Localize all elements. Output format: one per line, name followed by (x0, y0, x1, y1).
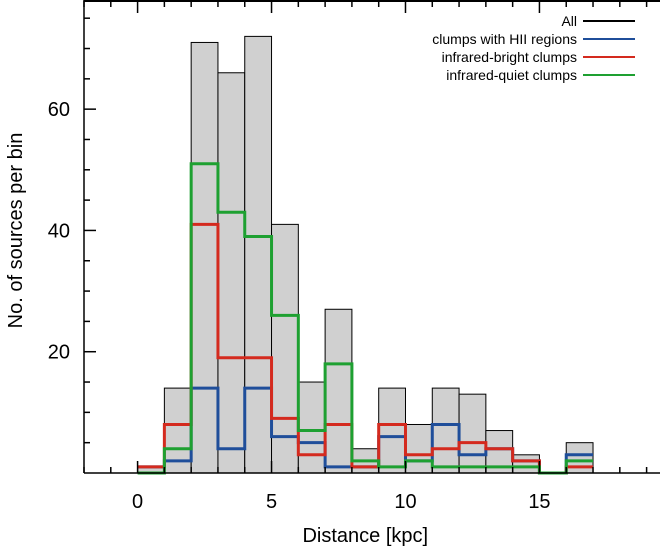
all-bar (244, 35, 273, 474)
all-bar (190, 41, 219, 474)
y-tick-label: 40 (48, 220, 70, 242)
all-bar (458, 393, 487, 474)
all-bar (565, 442, 594, 474)
legend-label-infrared-bright-clumps: infrared-bright clumps (442, 49, 577, 65)
legend-label-clumps-with-hii-regions: clumps with HII regions (432, 31, 577, 47)
all-bar (217, 72, 246, 474)
x-tick-label: 5 (266, 491, 277, 513)
legend: All clumps with HII regions infrared-brigh… (432, 13, 635, 83)
y-axis-label: No. of sources per bin (5, 133, 27, 329)
all-bar (297, 381, 326, 474)
x-tick-label: 15 (528, 491, 550, 513)
x-tick-label: 10 (394, 491, 416, 513)
legend-label-infrared-quiet-clumps: infrared-quiet clumps (446, 67, 577, 83)
all-bar (512, 454, 540, 474)
all-bar (404, 423, 433, 474)
labels-layer: 0 5 10 15 20 40 60 Distance [kpc] No. of sources… (5, 99, 551, 547)
legend-label-all: All (561, 13, 577, 29)
x-tick-label: 0 (132, 491, 143, 513)
y-tick-label: 20 (48, 342, 70, 364)
step-series-layer (137, 162, 594, 475)
all-bar (378, 387, 406, 474)
all-bar (324, 308, 353, 474)
all-bar (431, 387, 460, 474)
y-tick-label: 60 (48, 99, 70, 121)
series-step-infrared-quiet-clumps (137, 162, 594, 475)
all-bars-layer (137, 35, 594, 474)
x-axis-label: Distance [kpc] (302, 525, 428, 547)
axes-layer (83, 0, 660, 474)
